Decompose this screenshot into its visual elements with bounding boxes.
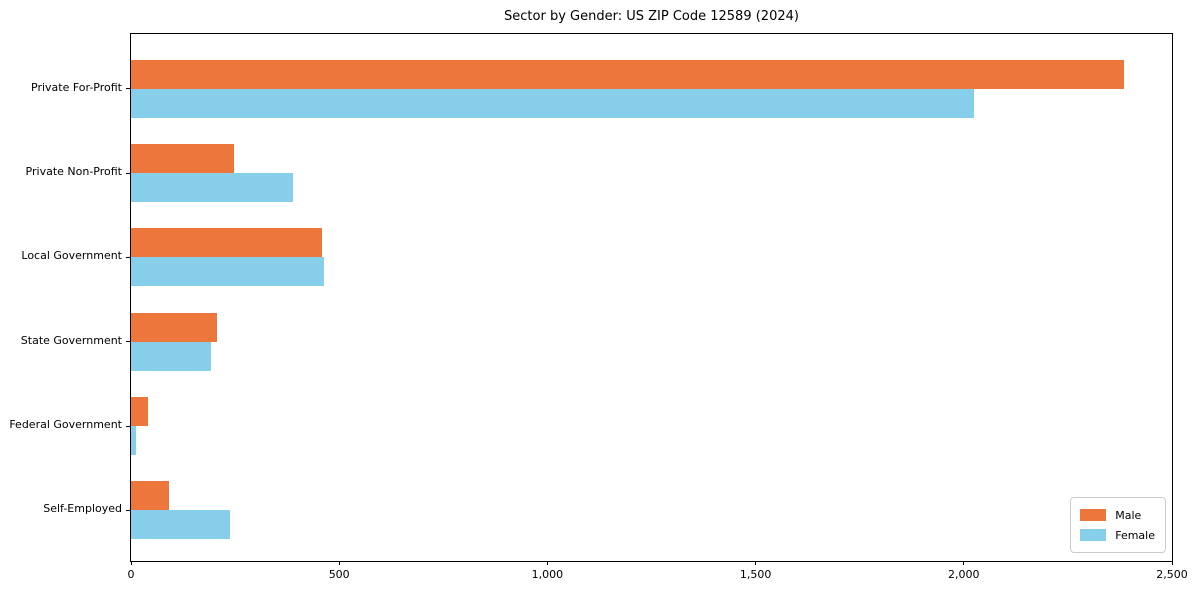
bar-male-federal-government: [131, 397, 149, 427]
x-tick-mark: [1171, 561, 1173, 565]
bar-female-private-non-profit: [131, 173, 293, 203]
bar-male-self-employed: [131, 481, 169, 511]
y-tick-mark: [126, 172, 131, 174]
x-tick-label-1500: 1,500: [739, 568, 772, 581]
legend-item-female: Female: [1080, 525, 1155, 545]
legend-item-male: Male: [1080, 505, 1155, 525]
y-tick-label-self-employed: Self-Employed: [43, 502, 122, 516]
x-tick-mark: [338, 561, 340, 565]
y-tick-mark: [126, 425, 131, 427]
x-tick-label-0: 0: [127, 568, 135, 581]
x-tick-mark: [130, 561, 132, 565]
bar-female-state-government: [131, 341, 211, 371]
bar-male-local-government: [131, 228, 323, 258]
x-tick-label-1000: 1,000: [531, 568, 564, 581]
legend-swatch-male: [1080, 509, 1107, 521]
y-tick-label-private-non-profit: Private Non-Profit: [25, 165, 122, 179]
bar-female-private-for-profit: [131, 88, 975, 118]
bar-female-federal-government: [131, 426, 136, 456]
legend: Male Female: [1070, 497, 1166, 553]
x-tick-mark: [546, 561, 548, 565]
legend-label-male: Male: [1115, 508, 1142, 522]
y-tick-mark: [126, 256, 131, 258]
x-tick-label-2000: 2,000: [948, 568, 980, 581]
bar-male-private-for-profit: [131, 59, 1125, 89]
bar-female-self-employed: [131, 510, 231, 540]
y-tick-mark: [126, 509, 131, 511]
plot-area: Private For-Profit Private Non-Profit Loca…: [9, 33, 1188, 581]
bar-female-local-government: [131, 257, 325, 287]
y-tick-label-state-government: State Government: [20, 333, 122, 347]
bar-male-private-non-profit: [131, 144, 235, 174]
x-tick-mark: [963, 561, 965, 565]
y-tick-label-private-for-profit: Private For-Profit: [31, 80, 122, 94]
y-tick-label-federal-government: Federal Government: [9, 418, 122, 432]
y-tick-mark: [126, 88, 131, 90]
y-tick-label-local-government: Local Government: [21, 249, 122, 263]
x-tick-mark: [755, 561, 757, 565]
x-tick-label-2500: 2,500: [1156, 568, 1188, 581]
y-tick-mark: [126, 341, 131, 343]
legend-swatch-female: [1080, 529, 1107, 541]
legend-label-female: Female: [1115, 528, 1155, 542]
x-tick-label-500: 500: [328, 568, 350, 581]
bar-male-state-government: [131, 312, 218, 342]
chart-title: Sector by Gender: US ZIP Code 12589 (202…: [504, 9, 799, 24]
